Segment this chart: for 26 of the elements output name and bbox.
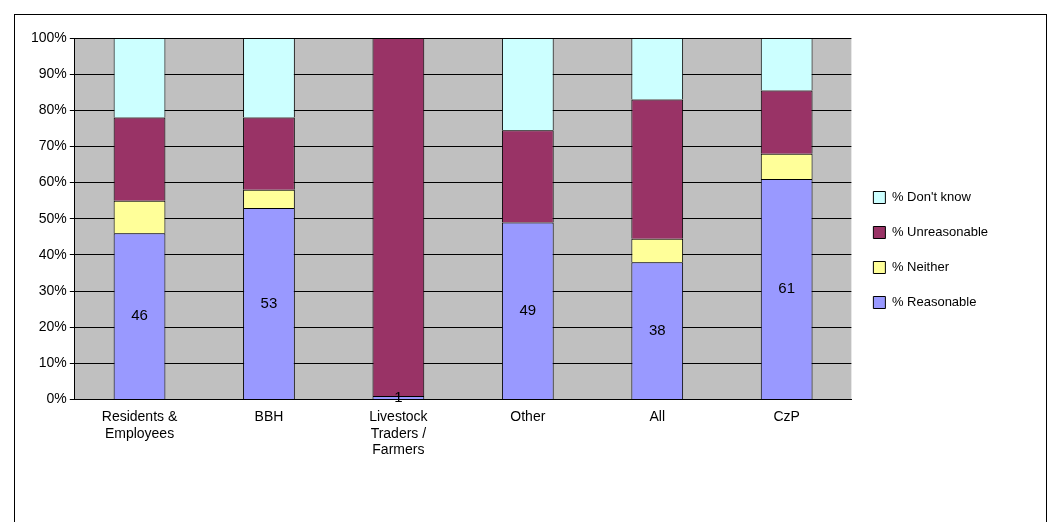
y-tick-label: 100%: [30, 28, 67, 45]
legend-label: % Reasonable: [891, 294, 977, 310]
y-tick-label: 70%: [38, 137, 67, 154]
x-tick-label: All: [649, 407, 666, 424]
x-tick-label: Residents & Employees: [101, 407, 178, 441]
y-tick-label: 80%: [38, 101, 67, 118]
y-tick-label: 0%: [46, 390, 67, 407]
y-tick-label: 90%: [38, 65, 67, 82]
y-tick-label: 50%: [38, 209, 67, 226]
y-tick-label: 40%: [38, 245, 67, 262]
data-label: 38: [648, 320, 666, 338]
x-tick-label: BBH: [254, 407, 284, 424]
y-tick-label: 20%: [38, 318, 67, 335]
x-tick-label: Livestock Traders / Farmers: [369, 407, 429, 458]
data-label: 61: [778, 279, 796, 297]
x-tick-label: Other: [510, 407, 546, 424]
data-label: 53: [260, 293, 278, 311]
y-tick-label: 10%: [38, 354, 67, 371]
y-tick-label: 30%: [38, 281, 67, 298]
data-label: 49: [519, 300, 537, 318]
legend-label: % Don't know: [891, 189, 972, 205]
data-label: 46: [131, 306, 148, 324]
y-tick-label: 60%: [38, 173, 67, 190]
legend-label: % Unreasonable: [891, 224, 989, 240]
legend-label: % Neither: [891, 259, 950, 275]
x-tick-label: CzP: [773, 407, 800, 424]
